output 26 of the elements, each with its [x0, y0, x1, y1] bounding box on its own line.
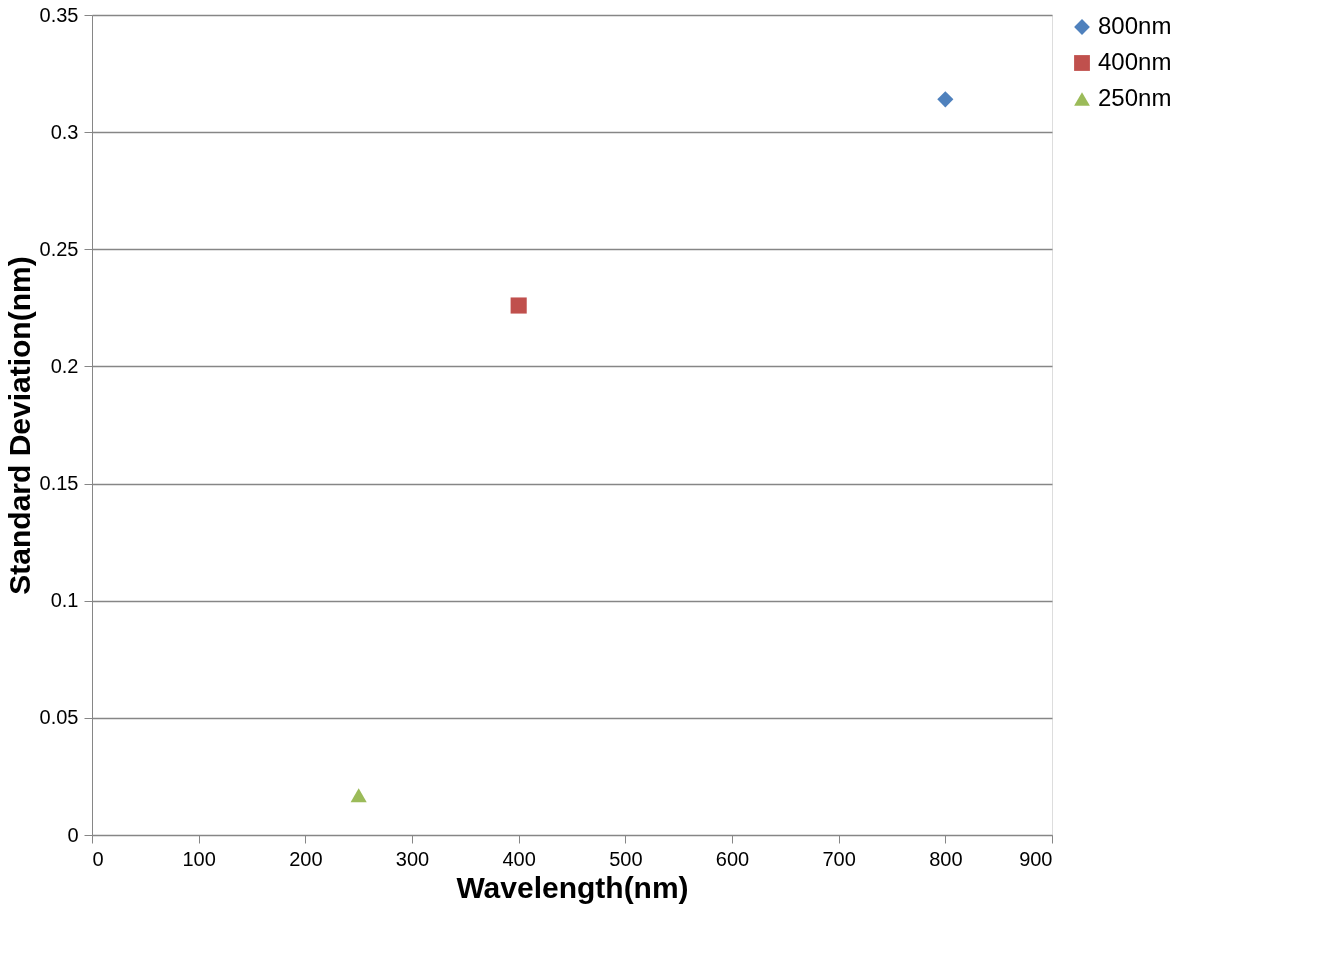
x-tick-label: 700 [822, 847, 856, 870]
legend-label: 400nm [1098, 48, 1172, 75]
y-tick-label: 0.3 [50, 120, 79, 143]
x-tick-label: 200 [289, 847, 323, 870]
point [350, 788, 367, 803]
x-tick-label: 500 [609, 847, 643, 870]
x-tick-label: 800 [929, 847, 963, 870]
y-tick-label: 0.15 [39, 472, 79, 495]
y-tick-label: 0.35 [39, 3, 79, 26]
y-axis-title: Standard Deviation(nm) [2, 256, 36, 595]
y-tick-label: 0.1 [50, 589, 79, 612]
x-tick-label: 400 [502, 847, 536, 870]
legend-label: 800nm [1098, 12, 1172, 39]
legend-label: 250nm [1098, 84, 1172, 111]
point [510, 297, 527, 314]
x-tick-label: 600 [715, 847, 750, 870]
y-tick-label: 0.25 [39, 237, 79, 260]
x-tick-label: 0 [92, 847, 104, 870]
point [937, 91, 954, 108]
x-tick-label: 300 [395, 847, 430, 870]
y-tick-label: 0.05 [39, 706, 79, 729]
y-tick-label: 0.2 [50, 354, 79, 377]
x-tick-label: 100 [182, 847, 216, 870]
y-tick-label: 0 [67, 823, 79, 846]
x-tick-label: 900 [1019, 847, 1053, 870]
x-axis-title: Wavelength(nm) [456, 870, 689, 904]
